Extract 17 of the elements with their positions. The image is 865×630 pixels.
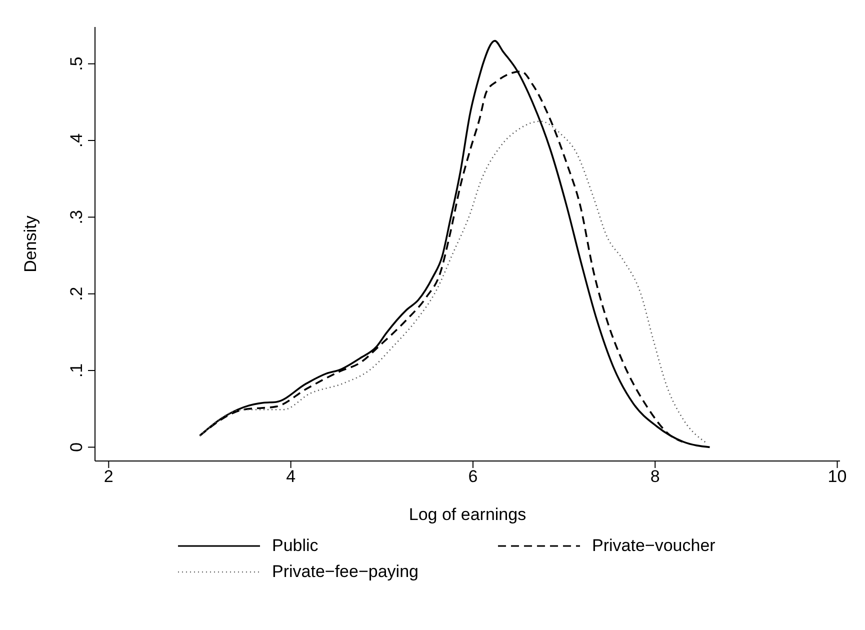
y-tick-label: .4 [67, 133, 86, 148]
legend-label: Private−voucher [592, 536, 716, 556]
y-tick-label: .3 [67, 210, 86, 224]
y-tick-label: .5 [67, 56, 86, 71]
y-tick-label: 0 [67, 442, 86, 452]
x-tick-label: 8 [650, 467, 660, 486]
x-tick-label: 6 [468, 467, 478, 486]
x-tick-label: 4 [286, 467, 296, 486]
y-axis-title: Density [21, 215, 40, 272]
y-tick-label: .1 [67, 363, 86, 378]
x-tick-label: 2 [104, 467, 114, 486]
legend-label: Private−fee−paying [272, 562, 418, 582]
y-tick-label: .2 [67, 286, 86, 301]
line-series [199, 120, 708, 444]
x-axis-title: Log of earnings [408, 505, 526, 524]
x-tick-label: 10 [828, 467, 847, 486]
legend-label: Public [272, 536, 318, 556]
